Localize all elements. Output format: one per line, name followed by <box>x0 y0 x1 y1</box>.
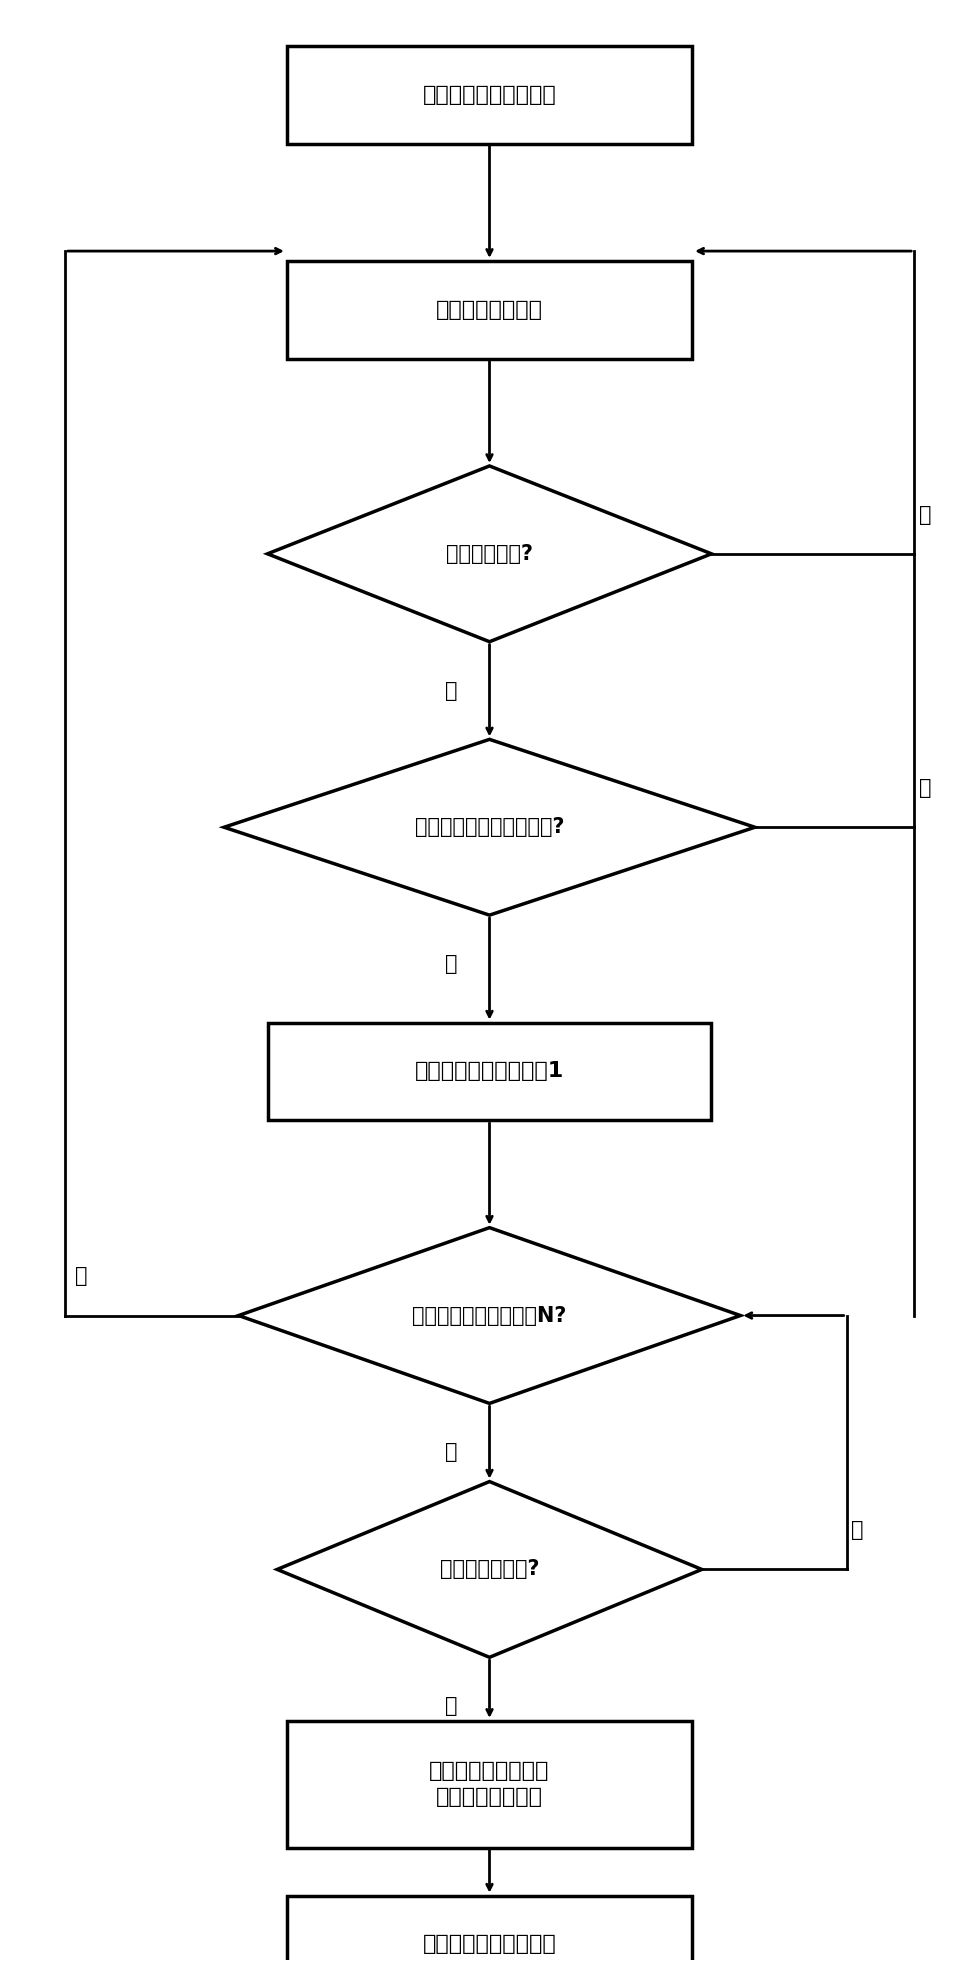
Text: 车窗玻璃动作监控: 车窗玻璃动作监控 <box>435 299 543 321</box>
Text: 否: 否 <box>918 504 930 525</box>
FancyBboxPatch shape <box>287 1896 691 1967</box>
Text: 是: 是 <box>444 954 457 974</box>
Text: 车窗玻璃动作次数大于N?: 车窗玻璃动作次数大于N? <box>412 1306 566 1326</box>
Text: 是: 是 <box>444 1696 457 1717</box>
FancyBboxPatch shape <box>287 262 691 358</box>
Polygon shape <box>267 466 711 641</box>
Polygon shape <box>224 740 754 915</box>
Polygon shape <box>277 1481 701 1658</box>
FancyBboxPatch shape <box>267 1023 711 1121</box>
Text: 否: 否 <box>851 1520 863 1540</box>
Text: 绞波车窗行程校准开始: 绞波车窗行程校准开始 <box>422 85 556 104</box>
Text: 车窗玻璃不到顶也不到底?: 车窗玻璃不到顶也不到底? <box>415 816 563 838</box>
Text: 是: 是 <box>444 681 457 700</box>
Text: 是: 是 <box>444 1442 457 1463</box>
Polygon shape <box>239 1227 739 1402</box>
Text: 车窗玻璃动作则次数加1: 车窗玻璃动作则次数加1 <box>415 1062 563 1082</box>
Text: 将车窗玻璃下降到底
执行车窗行程校准: 将车窗玻璃下降到底 执行车窗行程校准 <box>429 1760 549 1808</box>
FancyBboxPatch shape <box>287 1721 691 1847</box>
Text: 车窗玻璃动作?: 车窗玻璃动作? <box>446 543 532 565</box>
Text: 否: 否 <box>74 1267 87 1286</box>
Text: 有执行下降操作?: 有执行下降操作? <box>439 1560 539 1580</box>
Text: 否: 否 <box>918 779 930 799</box>
FancyBboxPatch shape <box>287 45 691 144</box>
Text: 绞波车窗行程校准结束: 绞波车窗行程校准结束 <box>422 1934 556 1955</box>
